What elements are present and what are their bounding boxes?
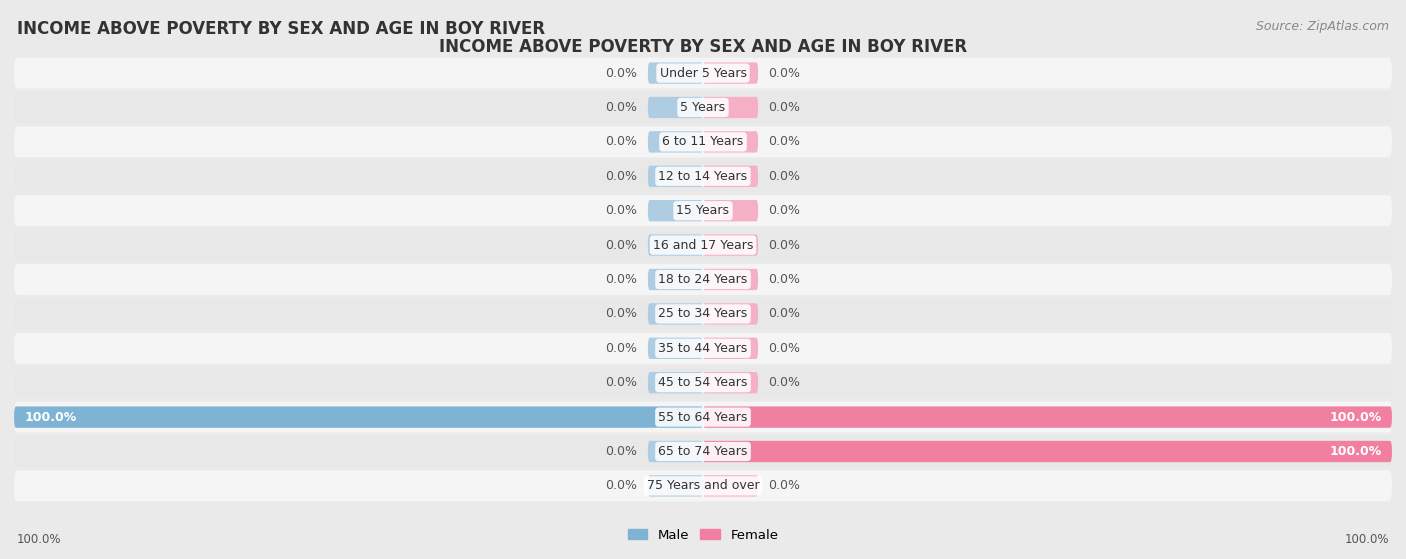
Text: 0.0%: 0.0% <box>606 480 637 492</box>
FancyBboxPatch shape <box>648 269 703 290</box>
FancyBboxPatch shape <box>14 161 1392 192</box>
FancyBboxPatch shape <box>14 92 1392 123</box>
FancyBboxPatch shape <box>14 230 1392 260</box>
Text: 100.0%: 100.0% <box>1329 445 1382 458</box>
FancyBboxPatch shape <box>703 234 758 256</box>
Text: 55 to 64 Years: 55 to 64 Years <box>658 411 748 424</box>
Text: 100.0%: 100.0% <box>17 533 62 546</box>
FancyBboxPatch shape <box>703 406 1392 428</box>
Text: 0.0%: 0.0% <box>606 307 637 320</box>
Text: 12 to 14 Years: 12 to 14 Years <box>658 170 748 183</box>
FancyBboxPatch shape <box>648 338 703 359</box>
Text: 6 to 11 Years: 6 to 11 Years <box>662 135 744 148</box>
Text: 18 to 24 Years: 18 to 24 Years <box>658 273 748 286</box>
Text: 100.0%: 100.0% <box>1329 411 1382 424</box>
FancyBboxPatch shape <box>703 131 758 153</box>
FancyBboxPatch shape <box>648 441 703 462</box>
FancyBboxPatch shape <box>14 406 703 428</box>
Text: 0.0%: 0.0% <box>606 204 637 217</box>
Text: INCOME ABOVE POVERTY BY SEX AND AGE IN BOY RIVER: INCOME ABOVE POVERTY BY SEX AND AGE IN B… <box>439 38 967 56</box>
FancyBboxPatch shape <box>703 165 758 187</box>
Text: 100.0%: 100.0% <box>24 411 77 424</box>
Text: 75 Years and over: 75 Years and over <box>647 480 759 492</box>
FancyBboxPatch shape <box>703 97 758 118</box>
Text: 0.0%: 0.0% <box>769 101 800 114</box>
Text: Source: ZipAtlas.com: Source: ZipAtlas.com <box>1256 20 1389 32</box>
Text: 0.0%: 0.0% <box>769 170 800 183</box>
FancyBboxPatch shape <box>648 475 703 496</box>
FancyBboxPatch shape <box>14 195 1392 226</box>
Text: 15 Years: 15 Years <box>676 204 730 217</box>
Text: 0.0%: 0.0% <box>606 273 637 286</box>
FancyBboxPatch shape <box>14 367 1392 398</box>
FancyBboxPatch shape <box>703 200 758 221</box>
FancyBboxPatch shape <box>14 264 1392 295</box>
Text: 16 and 17 Years: 16 and 17 Years <box>652 239 754 252</box>
Text: 65 to 74 Years: 65 to 74 Years <box>658 445 748 458</box>
FancyBboxPatch shape <box>648 165 703 187</box>
Text: 0.0%: 0.0% <box>606 445 637 458</box>
Text: 0.0%: 0.0% <box>769 307 800 320</box>
Text: 0.0%: 0.0% <box>769 135 800 148</box>
FancyBboxPatch shape <box>703 441 1392 462</box>
Text: 0.0%: 0.0% <box>606 342 637 355</box>
FancyBboxPatch shape <box>648 234 703 256</box>
FancyBboxPatch shape <box>703 303 758 325</box>
FancyBboxPatch shape <box>648 97 703 118</box>
FancyBboxPatch shape <box>648 372 703 394</box>
FancyBboxPatch shape <box>648 131 703 153</box>
Text: 0.0%: 0.0% <box>769 67 800 79</box>
FancyBboxPatch shape <box>648 63 703 84</box>
FancyBboxPatch shape <box>14 401 1392 433</box>
Text: 0.0%: 0.0% <box>769 376 800 389</box>
Text: 0.0%: 0.0% <box>769 239 800 252</box>
Text: 100.0%: 100.0% <box>1344 533 1389 546</box>
FancyBboxPatch shape <box>14 299 1392 329</box>
FancyBboxPatch shape <box>648 303 703 325</box>
FancyBboxPatch shape <box>703 475 758 496</box>
FancyBboxPatch shape <box>703 63 758 84</box>
FancyBboxPatch shape <box>703 269 758 290</box>
FancyBboxPatch shape <box>703 372 758 394</box>
Legend: Male, Female: Male, Female <box>623 523 783 547</box>
Text: INCOME ABOVE POVERTY BY SEX AND AGE IN BOY RIVER: INCOME ABOVE POVERTY BY SEX AND AGE IN B… <box>17 20 546 37</box>
Text: 5 Years: 5 Years <box>681 101 725 114</box>
Text: 0.0%: 0.0% <box>606 67 637 79</box>
Text: 0.0%: 0.0% <box>606 101 637 114</box>
Text: 0.0%: 0.0% <box>769 480 800 492</box>
FancyBboxPatch shape <box>14 333 1392 364</box>
Text: 0.0%: 0.0% <box>769 204 800 217</box>
Text: 0.0%: 0.0% <box>769 342 800 355</box>
Text: 0.0%: 0.0% <box>606 239 637 252</box>
Text: 45 to 54 Years: 45 to 54 Years <box>658 376 748 389</box>
Text: 0.0%: 0.0% <box>606 135 637 148</box>
Text: Under 5 Years: Under 5 Years <box>659 67 747 79</box>
FancyBboxPatch shape <box>703 338 758 359</box>
FancyBboxPatch shape <box>648 200 703 221</box>
Text: 0.0%: 0.0% <box>606 376 637 389</box>
Text: 0.0%: 0.0% <box>769 273 800 286</box>
Text: 35 to 44 Years: 35 to 44 Years <box>658 342 748 355</box>
FancyBboxPatch shape <box>14 126 1392 158</box>
Text: 0.0%: 0.0% <box>606 170 637 183</box>
FancyBboxPatch shape <box>14 436 1392 467</box>
FancyBboxPatch shape <box>14 58 1392 88</box>
FancyBboxPatch shape <box>14 471 1392 501</box>
Text: 25 to 34 Years: 25 to 34 Years <box>658 307 748 320</box>
